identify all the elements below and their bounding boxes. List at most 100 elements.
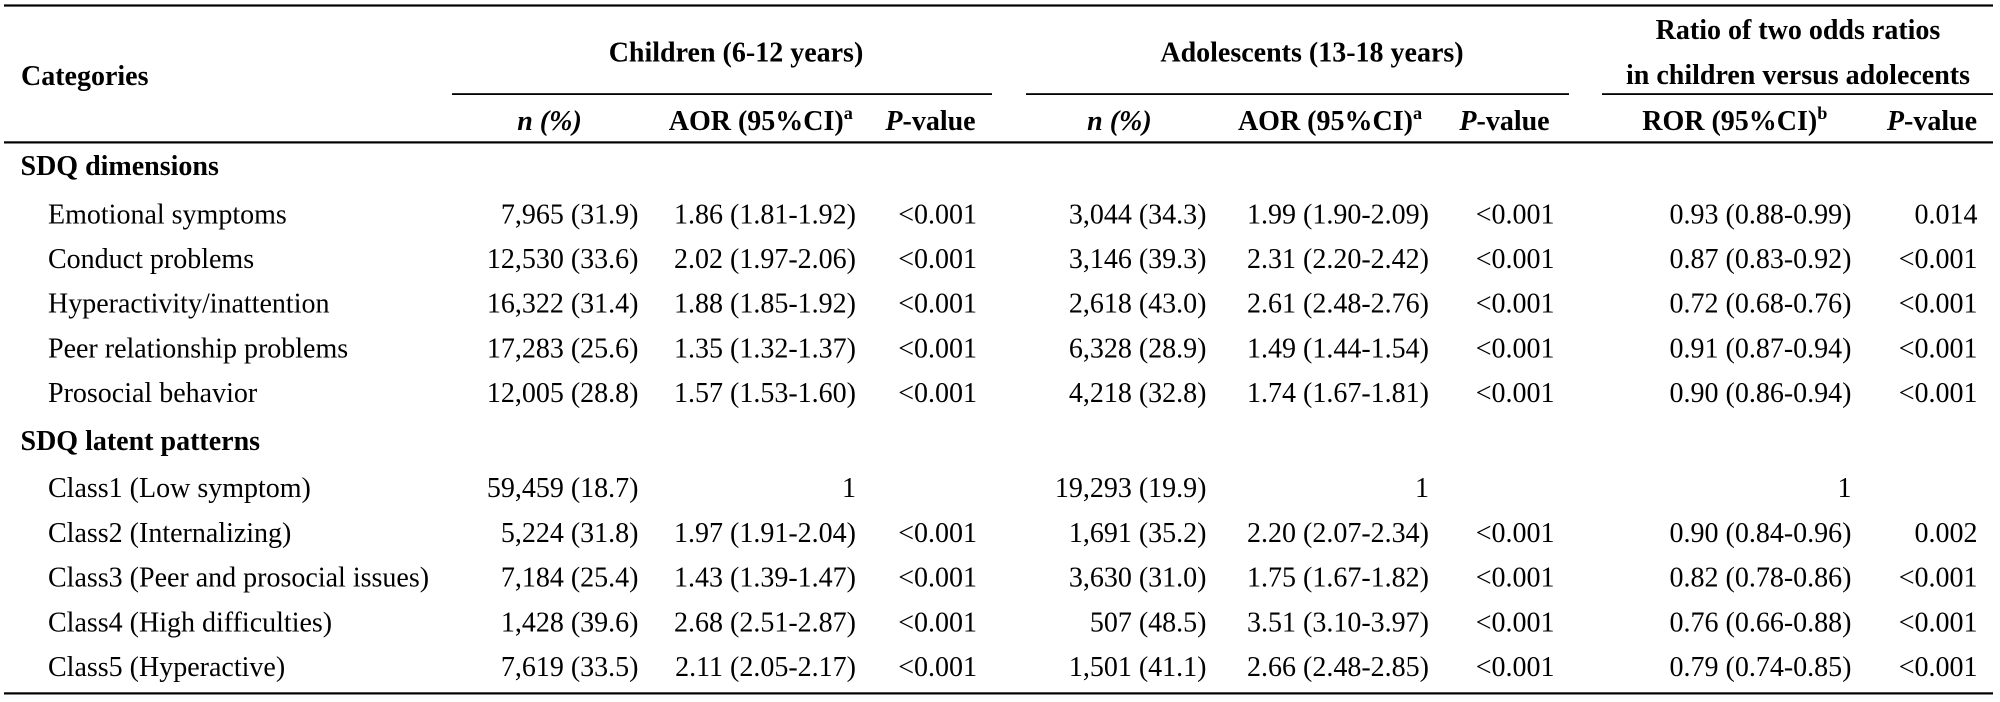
svg-text:2.20 (2.07-2.34): 2.20 (2.07-2.34) [1247, 518, 1429, 549]
svg-text:5,224 (31.8): 5,224 (31.8) [501, 518, 639, 549]
svg-text:n (%): n (%) [1087, 106, 1152, 137]
svg-text:P-value: P-value [884, 106, 975, 137]
svg-text:<0.001: <0.001 [898, 289, 977, 320]
svg-text:Prosocial behavior: Prosocial behavior [48, 378, 258, 409]
svg-text:<0.001: <0.001 [1899, 607, 1978, 638]
svg-text:7,619 (33.5): 7,619 (33.5) [501, 652, 639, 683]
svg-text:2.11 (2.05-2.17): 2.11 (2.05-2.17) [675, 652, 856, 683]
svg-text:0.93 (0.88-0.99): 0.93 (0.88-0.99) [1670, 200, 1852, 231]
svg-text:n (%): n (%) [517, 106, 582, 137]
svg-text:1: 1 [1415, 473, 1429, 504]
svg-text:1.49 (1.44-1.54): 1.49 (1.44-1.54) [1247, 333, 1429, 364]
svg-text:1.43 (1.39-1.47): 1.43 (1.39-1.47) [674, 563, 856, 594]
svg-text:<0.001: <0.001 [1476, 518, 1555, 549]
svg-text:12,530 (33.6): 12,530 (33.6) [487, 244, 639, 275]
svg-text:<0.001: <0.001 [1899, 333, 1978, 364]
svg-text:SDQ latent patterns: SDQ latent patterns [21, 426, 261, 457]
svg-text:3.51 (3.10-3.97): 3.51 (3.10-3.97) [1247, 607, 1429, 638]
svg-text:2,618 (43.0): 2,618 (43.0) [1069, 289, 1207, 320]
svg-text:12,005 (28.8): 12,005 (28.8) [487, 378, 639, 409]
svg-text:507 (48.5): 507 (48.5) [1090, 607, 1207, 638]
svg-text:1: 1 [842, 473, 856, 504]
svg-text:0.87 (0.83-0.92): 0.87 (0.83-0.92) [1670, 244, 1852, 275]
svg-text:<0.001: <0.001 [1476, 607, 1555, 638]
svg-text:<0.001: <0.001 [898, 518, 977, 549]
svg-text:0.79 (0.74-0.85): 0.79 (0.74-0.85) [1670, 652, 1852, 683]
svg-text:1.99 (1.90-2.09): 1.99 (1.90-2.09) [1247, 200, 1429, 231]
svg-text:1,428 (39.6): 1,428 (39.6) [501, 607, 639, 638]
svg-text:Conduct problems: Conduct problems [48, 244, 254, 275]
svg-text:1.75 (1.67-1.82): 1.75 (1.67-1.82) [1247, 563, 1429, 594]
svg-text:<0.001: <0.001 [1899, 378, 1978, 409]
svg-text:<0.001: <0.001 [1476, 289, 1555, 320]
svg-text:3,146 (39.3): 3,146 (39.3) [1069, 244, 1207, 275]
svg-text:19,293 (19.9): 19,293 (19.9) [1055, 473, 1207, 504]
svg-text:6,328 (28.9): 6,328 (28.9) [1069, 333, 1207, 364]
svg-text:ROR (95%CI)b: ROR (95%CI)b [1642, 103, 1827, 137]
svg-text:0.90 (0.84-0.96): 0.90 (0.84-0.96) [1670, 518, 1852, 549]
svg-text:0.90 (0.86-0.94): 0.90 (0.86-0.94) [1670, 378, 1852, 409]
svg-text:2.61 (2.48-2.76): 2.61 (2.48-2.76) [1247, 289, 1429, 320]
svg-text:0.76 (0.66-0.88): 0.76 (0.66-0.88) [1670, 607, 1852, 638]
svg-text:Class2 (Internalizing): Class2 (Internalizing) [48, 518, 291, 549]
svg-text:P-value: P-value [1886, 106, 1977, 137]
svg-text:2.31 (2.20-2.42): 2.31 (2.20-2.42) [1247, 244, 1429, 275]
svg-text:AOR (95%CI)a: AOR (95%CI)a [1238, 103, 1422, 137]
svg-text:Categories: Categories [21, 61, 149, 92]
svg-text:AOR (95%CI)a: AOR (95%CI)a [669, 103, 853, 137]
svg-text:2.68 (2.51-2.87): 2.68 (2.51-2.87) [674, 607, 856, 638]
svg-text:0.91 (0.87-0.94): 0.91 (0.87-0.94) [1670, 333, 1852, 364]
svg-text:<0.001: <0.001 [898, 333, 977, 364]
svg-text:<0.001: <0.001 [898, 378, 977, 409]
svg-text:Class5 (Hyperactive): Class5 (Hyperactive) [48, 652, 285, 683]
svg-text:1.97 (1.91-2.04): 1.97 (1.91-2.04) [674, 518, 856, 549]
svg-text:3,630 (31.0): 3,630 (31.0) [1069, 563, 1207, 594]
svg-text:59,459 (18.7): 59,459 (18.7) [487, 473, 639, 504]
svg-text:7,965 (31.9): 7,965 (31.9) [501, 200, 639, 231]
svg-text:SDQ dimensions: SDQ dimensions [21, 151, 219, 182]
svg-text:1: 1 [1838, 473, 1852, 504]
svg-text:1.86 (1.81-1.92): 1.86 (1.81-1.92) [674, 200, 856, 231]
svg-text:<0.001: <0.001 [898, 563, 977, 594]
svg-text:Peer relationship problems: Peer relationship problems [48, 333, 348, 364]
svg-text:in children versus adolecents: in children versus adolecents [1626, 60, 1970, 91]
svg-text:1.88 (1.85-1.92): 1.88 (1.85-1.92) [674, 289, 856, 320]
svg-text:1,501 (41.1): 1,501 (41.1) [1069, 652, 1207, 683]
svg-text:Children (6-12 years): Children (6-12 years) [609, 38, 864, 69]
svg-text:<0.001: <0.001 [1476, 333, 1555, 364]
svg-text:<0.001: <0.001 [1476, 378, 1555, 409]
svg-text:0.002: 0.002 [1915, 518, 1978, 549]
svg-text:Emotional symptoms: Emotional symptoms [48, 200, 287, 231]
svg-text:4,218 (32.8): 4,218 (32.8) [1069, 378, 1207, 409]
svg-text:<0.001: <0.001 [1476, 244, 1555, 275]
svg-text:<0.001: <0.001 [898, 607, 977, 638]
svg-text:1.35 (1.32-1.37): 1.35 (1.32-1.37) [674, 333, 856, 364]
svg-text:Class4 (High difficulties): Class4 (High difficulties) [48, 607, 332, 638]
svg-text:<0.001: <0.001 [898, 244, 977, 275]
svg-text:<0.001: <0.001 [1899, 244, 1978, 275]
svg-text:Ratio of two odds ratios: Ratio of two odds ratios [1656, 15, 1941, 46]
svg-text:1.57 (1.53-1.60): 1.57 (1.53-1.60) [674, 378, 856, 409]
svg-text:<0.001: <0.001 [1899, 563, 1978, 594]
svg-text:Hyperactivity/inattention: Hyperactivity/inattention [48, 289, 329, 320]
svg-text:7,184 (25.4): 7,184 (25.4) [501, 563, 639, 594]
svg-text:Class1 (Low symptom): Class1 (Low symptom) [48, 473, 311, 504]
svg-text:<0.001: <0.001 [1476, 652, 1555, 683]
svg-text:<0.001: <0.001 [898, 652, 977, 683]
svg-text:<0.001: <0.001 [1899, 652, 1978, 683]
svg-text:0.82 (0.78-0.86): 0.82 (0.78-0.86) [1670, 563, 1852, 594]
svg-text:1.74 (1.67-1.81): 1.74 (1.67-1.81) [1247, 378, 1429, 409]
svg-text:0.014: 0.014 [1915, 200, 1978, 231]
svg-text:<0.001: <0.001 [1476, 563, 1555, 594]
svg-text:Adolescents (13-18 years): Adolescents (13-18 years) [1160, 38, 1463, 69]
svg-text:16,322 (31.4): 16,322 (31.4) [487, 289, 639, 320]
svg-text:0.72 (0.68-0.76): 0.72 (0.68-0.76) [1670, 289, 1852, 320]
svg-text:1,691 (35.2): 1,691 (35.2) [1069, 518, 1207, 549]
svg-text:<0.001: <0.001 [898, 200, 977, 231]
svg-text:2.02 (1.97-2.06): 2.02 (1.97-2.06) [674, 244, 856, 275]
svg-text:17,283 (25.6): 17,283 (25.6) [487, 333, 639, 364]
svg-text:2.66 (2.48-2.85): 2.66 (2.48-2.85) [1247, 652, 1429, 683]
svg-text:Class3 (Peer and prosocial iss: Class3 (Peer and prosocial issues) [48, 563, 429, 594]
svg-text:3,044 (34.3): 3,044 (34.3) [1069, 200, 1207, 231]
svg-text:P-value: P-value [1458, 106, 1549, 137]
